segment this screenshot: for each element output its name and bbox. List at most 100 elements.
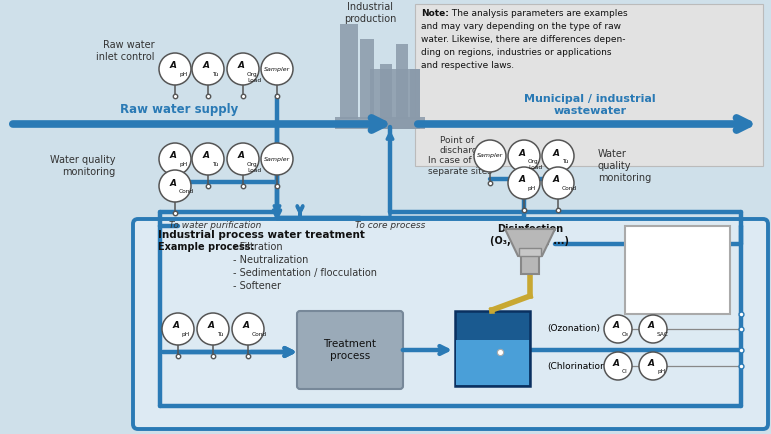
Text: pH: pH [657, 369, 665, 374]
Circle shape [639, 315, 667, 343]
Text: water. Likewise, there are differences depen-: water. Likewise, there are differences d… [421, 35, 625, 44]
Circle shape [261, 143, 293, 175]
Text: pH: pH [179, 162, 187, 167]
Text: pH: pH [528, 186, 537, 191]
Text: Water quality
monitoring: Water quality monitoring [49, 155, 115, 177]
Circle shape [639, 352, 667, 380]
Text: Industrial
production: Industrial production [344, 2, 396, 23]
Text: Sampler: Sampler [264, 66, 290, 72]
Text: A: A [648, 358, 655, 368]
Circle shape [261, 53, 293, 85]
Text: pH: pH [179, 72, 187, 77]
Text: To water purification: To water purification [169, 221, 261, 230]
Circle shape [197, 313, 229, 345]
Bar [456, 340, 529, 385]
Text: Sampler: Sampler [264, 157, 290, 161]
Text: The analysis parameters are examples: The analysis parameters are examples [449, 9, 628, 18]
Text: and respective laws.: and respective laws. [421, 61, 514, 70]
Text: - Sedimentation / flocculation: - Sedimentation / flocculation [233, 268, 377, 278]
Text: Tu: Tu [217, 332, 224, 337]
FancyBboxPatch shape [133, 219, 768, 429]
Circle shape [508, 167, 540, 199]
FancyBboxPatch shape [415, 4, 763, 166]
Circle shape [192, 53, 224, 85]
Polygon shape [505, 229, 555, 256]
Text: Raw water
inlet control: Raw water inlet control [96, 40, 155, 62]
Text: - Neutralization: - Neutralization [233, 255, 308, 265]
Circle shape [159, 53, 191, 85]
Text: A: A [237, 62, 244, 70]
Text: Org.
Load: Org. Load [247, 72, 261, 83]
Text: Municipal / industrial
wastewater: Municipal / industrial wastewater [524, 95, 656, 116]
Text: and may vary depending on the type of raw: and may vary depending on the type of ra… [421, 22, 621, 31]
Text: Tu: Tu [212, 162, 218, 167]
Text: Cond: Cond [562, 186, 577, 191]
Text: Tu: Tu [212, 72, 218, 77]
Text: Point of
discharge: Point of discharge [440, 136, 484, 155]
Circle shape [227, 143, 259, 175]
Text: A: A [519, 175, 526, 184]
Text: SAC: SAC [657, 332, 669, 337]
Text: A: A [243, 322, 250, 331]
Text: To core process: To core process [355, 221, 425, 230]
Bar [340, 24, 358, 119]
Text: A: A [553, 175, 560, 184]
Text: O₃: O₃ [622, 332, 629, 337]
Text: Cond: Cond [252, 332, 267, 337]
Text: A: A [203, 151, 210, 161]
Text: A: A [170, 151, 177, 161]
Text: A: A [203, 62, 210, 70]
Text: (Chlorination): (Chlorination) [547, 362, 609, 371]
Text: A: A [237, 151, 244, 161]
Bar [625, 226, 730, 314]
Text: Sampler: Sampler [477, 154, 503, 158]
Bar [410, 69, 420, 119]
FancyBboxPatch shape [297, 311, 403, 389]
Circle shape [232, 313, 264, 345]
Text: (Ozonation): (Ozonation) [547, 325, 600, 333]
Text: pH: pH [182, 332, 190, 337]
Circle shape [192, 143, 224, 175]
Circle shape [542, 140, 574, 172]
Text: Note:: Note: [421, 9, 449, 18]
Text: A: A [170, 62, 177, 70]
Text: Raw water supply: Raw water supply [120, 103, 238, 116]
Text: Disinfection
(O₃, Cl, UV, ...): Disinfection (O₃, Cl, UV, ...) [490, 224, 570, 246]
Circle shape [474, 140, 506, 172]
Circle shape [604, 352, 632, 380]
Bar [335, 117, 425, 129]
Text: A: A [648, 322, 655, 331]
Text: Org.
Load: Org. Load [247, 162, 261, 173]
Bar [519, 248, 541, 256]
Text: - Softener: - Softener [233, 281, 281, 291]
Text: Water
quality
monitoring: Water quality monitoring [598, 149, 651, 183]
Text: ding on regions, industries or applications: ding on regions, industries or applicati… [421, 48, 611, 57]
Text: Tu: Tu [562, 159, 568, 164]
Text: Cond: Cond [179, 189, 194, 194]
Bar [396, 44, 408, 119]
Bar [360, 39, 374, 119]
Circle shape [162, 313, 194, 345]
Text: - Filtration: - Filtration [233, 242, 283, 252]
Text: A: A [553, 148, 560, 158]
Text: Org.
Load: Org. Load [528, 159, 542, 170]
Circle shape [227, 53, 259, 85]
Text: A: A [612, 358, 620, 368]
Bar [380, 64, 392, 119]
Bar [455, 311, 530, 386]
Text: A: A [519, 148, 526, 158]
Text: A: A [207, 322, 214, 331]
Text: A: A [173, 322, 180, 331]
Circle shape [604, 315, 632, 343]
Text: A: A [612, 322, 620, 331]
Bar [521, 254, 539, 274]
Text: Example process:: Example process: [158, 242, 254, 252]
Circle shape [508, 140, 540, 172]
Text: Cl: Cl [622, 369, 628, 374]
Text: A: A [170, 178, 177, 187]
Text: Industrial process water treatment: Industrial process water treatment [158, 230, 365, 240]
Circle shape [159, 170, 191, 202]
Circle shape [159, 143, 191, 175]
Text: Treatment
process: Treatment process [324, 339, 376, 361]
Bar [370, 69, 420, 129]
